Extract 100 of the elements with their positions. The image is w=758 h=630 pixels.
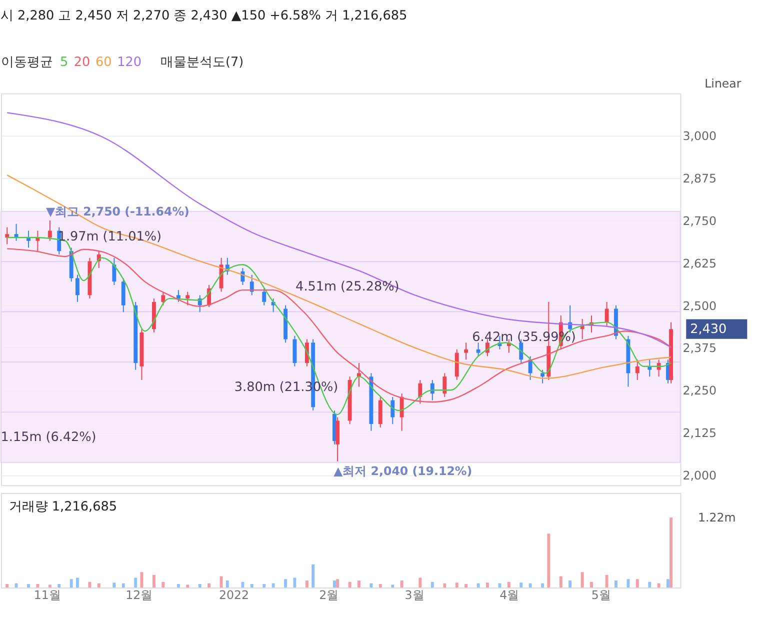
x-tick-label: 3월 bbox=[404, 588, 424, 602]
line-series bbox=[6, 112, 672, 348]
bar bbox=[648, 582, 652, 588]
bar bbox=[507, 582, 510, 588]
bar bbox=[70, 579, 73, 588]
bar bbox=[348, 582, 352, 588]
band-label: 4.51m (25.28%) bbox=[296, 280, 400, 295]
y-tick-label: 3,000 bbox=[682, 129, 716, 144]
bar bbox=[88, 582, 92, 588]
bar bbox=[378, 584, 382, 588]
candlestick bbox=[442, 372, 447, 398]
bar bbox=[455, 582, 458, 588]
candlestick bbox=[418, 379, 422, 404]
bar bbox=[122, 583, 125, 588]
bar bbox=[430, 582, 434, 588]
candlestick bbox=[454, 348, 459, 380]
bar bbox=[486, 582, 489, 588]
text: Linear bbox=[704, 76, 742, 90]
bar bbox=[176, 584, 180, 588]
candlestick bbox=[121, 278, 126, 313]
candlestick bbox=[5, 226, 10, 245]
candlestick bbox=[26, 230, 30, 248]
bar bbox=[48, 584, 52, 588]
chart-title: 시 2,280 고 2,450 저 2,270 종 2,430 ▲150 +6.58% 거 1,216,685 bbox=[0, 8, 408, 24]
bar bbox=[284, 579, 288, 588]
bar bbox=[520, 582, 523, 588]
annotation: ▲최저 2,040 (19.12%) bbox=[334, 464, 472, 478]
candlestick bbox=[476, 342, 480, 357]
bar bbox=[97, 583, 100, 588]
bar bbox=[220, 576, 223, 588]
y-tick-label: 2,750 bbox=[682, 214, 716, 228]
candlestick bbox=[356, 362, 361, 388]
bar bbox=[464, 584, 468, 588]
bar bbox=[498, 583, 502, 588]
candlestick bbox=[14, 223, 18, 242]
candlestick bbox=[648, 359, 652, 378]
bar bbox=[152, 574, 156, 588]
bar bbox=[580, 572, 584, 588]
bar bbox=[134, 578, 138, 588]
bar bbox=[670, 517, 673, 588]
bar bbox=[370, 583, 373, 588]
bar bbox=[262, 584, 266, 588]
y-tick-label: 2,875 bbox=[682, 172, 716, 186]
band-label: 1.15m (6.42%) bbox=[0, 430, 96, 446]
y-tick-label: 2,250 bbox=[682, 384, 716, 398]
line-series bbox=[6, 174, 672, 379]
bar bbox=[112, 582, 116, 588]
bar bbox=[614, 580, 618, 588]
bar bbox=[559, 576, 562, 588]
bar bbox=[547, 534, 550, 588]
legend-title: 이동평균 bbox=[0, 54, 53, 70]
bar bbox=[636, 579, 639, 588]
candlestick bbox=[250, 274, 254, 296]
text: 매물분석도(7) bbox=[160, 54, 244, 70]
candlestick bbox=[292, 335, 297, 367]
bar bbox=[568, 580, 572, 588]
bar bbox=[391, 584, 394, 588]
y-tick-label: 2,000 bbox=[682, 468, 716, 482]
candlestick bbox=[186, 291, 190, 306]
bar bbox=[400, 580, 404, 588]
bar bbox=[186, 584, 190, 588]
bar bbox=[590, 582, 593, 588]
bar bbox=[657, 583, 660, 588]
x-tick-label: 12월 bbox=[126, 588, 153, 602]
bar bbox=[312, 564, 315, 588]
bar bbox=[76, 578, 79, 588]
candlestick bbox=[336, 416, 340, 462]
bar bbox=[541, 583, 544, 588]
bar bbox=[528, 583, 532, 588]
text: 1.22m bbox=[698, 510, 736, 524]
candlestick bbox=[400, 393, 404, 432]
y-tick-label: 2,375 bbox=[682, 341, 716, 356]
y-tick-label: 2,500 bbox=[682, 298, 716, 313]
bar bbox=[58, 584, 61, 588]
candlestick bbox=[48, 220, 52, 242]
bar bbox=[27, 584, 30, 588]
text: 120 bbox=[117, 54, 142, 70]
bar bbox=[6, 584, 9, 588]
chart-title: 거래량 1,216,685 bbox=[8, 500, 117, 515]
bar bbox=[36, 584, 40, 588]
bar bbox=[443, 583, 446, 588]
bar bbox=[418, 578, 422, 588]
x-tick-label: 5월 bbox=[591, 588, 611, 602]
bar bbox=[605, 574, 608, 588]
bar bbox=[272, 583, 275, 588]
x-tick-label: 2022 bbox=[218, 588, 250, 602]
bar bbox=[666, 579, 670, 588]
bar bbox=[198, 584, 202, 588]
candlestick bbox=[390, 396, 395, 425]
x-tick-label: 4월 bbox=[500, 588, 520, 602]
bar bbox=[357, 580, 360, 588]
text: 2,430 bbox=[690, 322, 727, 338]
bar bbox=[293, 578, 296, 588]
candlestick bbox=[76, 274, 80, 302]
bar bbox=[14, 583, 18, 588]
y-tick-label: 2,625 bbox=[682, 256, 716, 270]
bar bbox=[305, 580, 308, 588]
y-tick-label: 2,125 bbox=[682, 426, 716, 440]
candlestick bbox=[464, 342, 468, 360]
bar bbox=[226, 580, 229, 588]
